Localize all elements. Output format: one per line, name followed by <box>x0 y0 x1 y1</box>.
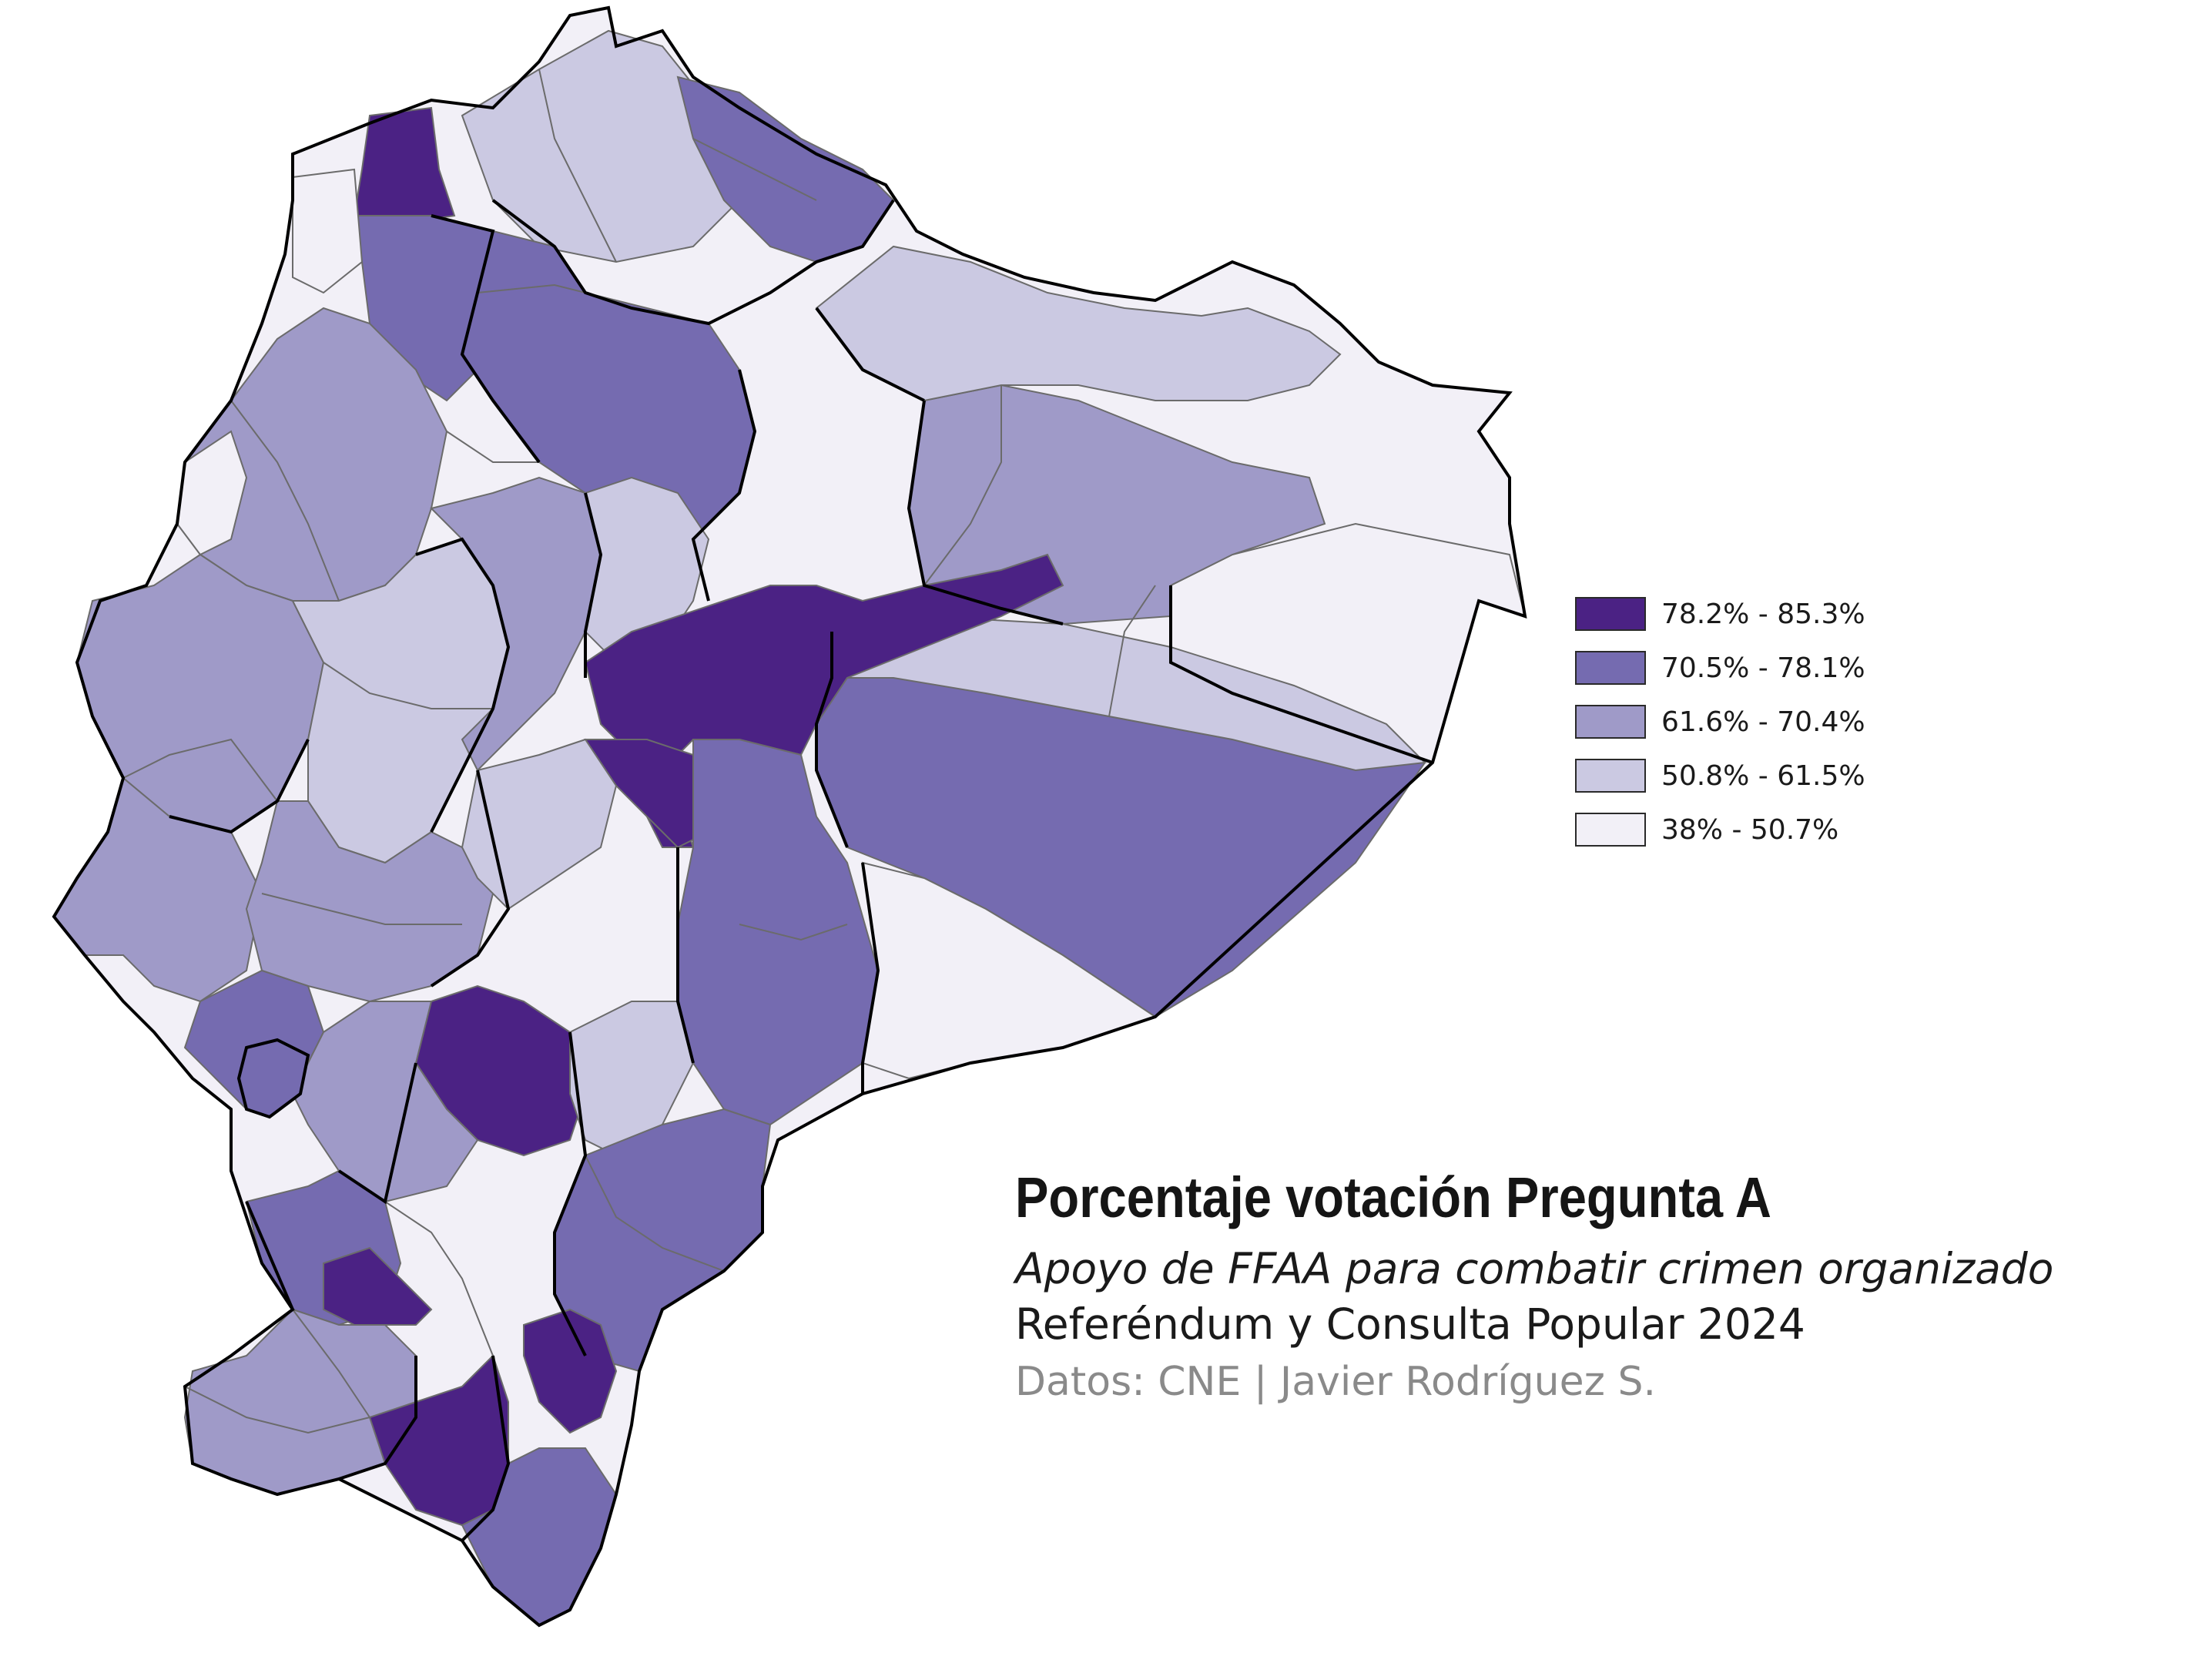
legend-label-class4: 50.8% - 61.5% <box>1661 760 1865 792</box>
legend-item-class5: 38% - 50.7% <box>1575 807 1929 852</box>
legend-swatch-class4 <box>1575 759 1646 793</box>
legend-label-class5: 38% - 50.7% <box>1661 813 1839 846</box>
legend-item-class2: 70.5% - 78.1% <box>1575 646 1929 690</box>
canton-boundaries <box>122 69 1156 1434</box>
map-title: Porcentaje votación Pregunta A <box>1015 1165 1771 1229</box>
province-boundaries <box>52 5 1527 1628</box>
legend-item-class3: 61.6% - 70.4% <box>1575 699 1929 744</box>
region-azuay <box>291 1001 479 1203</box>
legend-swatch-class1 <box>1575 597 1646 631</box>
legend-swatch-class5 <box>1575 813 1646 847</box>
region-esmeraldas-west <box>292 168 364 294</box>
title-block: Porcentaje votación Pregunta A Apoyo de … <box>1015 1165 2201 1405</box>
region-loja-east-dark <box>523 1308 618 1434</box>
legend-item-class4: 50.8% - 61.5% <box>1575 753 1929 798</box>
region-el-oro-dark <box>323 1246 433 1326</box>
map-event-label: Referéndum y Consulta Popular 2024 <box>1015 1299 1805 1349</box>
legend-item-class1: 78.2% - 85.3% <box>1575 592 1929 636</box>
map-subtitle: Apoyo de FFAA para combatir crimen organ… <box>1015 1244 2054 1293</box>
legend-label-class2: 70.5% - 78.1% <box>1661 652 1865 684</box>
legend-label-class3: 61.6% - 70.4% <box>1661 706 1865 738</box>
region-bolivar <box>461 738 618 910</box>
region-orellana-band <box>831 615 1427 772</box>
map-credit: Datos: CNE | Javier Rodríguez S. <box>1015 1359 1656 1405</box>
legend-swatch-class3 <box>1575 705 1646 739</box>
legend-swatch-class2 <box>1575 651 1646 685</box>
map-legend: 78.2% - 85.3% 70.5% - 78.1% 61.6% - 70.4… <box>1575 592 1929 861</box>
legend-label-class1: 78.2% - 85.3% <box>1661 598 1865 630</box>
region-sucumbios-north <box>815 245 1342 402</box>
